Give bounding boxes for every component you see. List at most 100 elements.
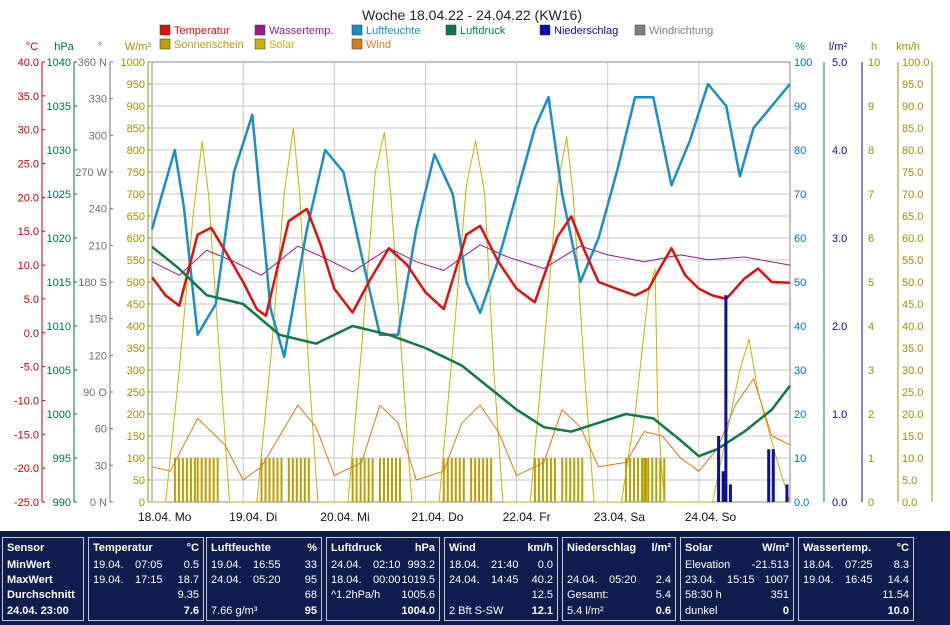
tick-label-rain: 1.0 [832,409,847,421]
axis-unit-sunhours: h [871,41,877,53]
axis-unit-rain: l/m² [829,41,848,53]
stat-date: 18.04. [331,574,362,586]
tick-label-wind: 25.0 [902,387,923,399]
tick-label-temp: 40.0 [18,57,39,69]
tick-label-sunhours: 0 [868,497,874,509]
stat-value: 11.54 [882,589,909,601]
tick-label-rain: 3.0 [832,233,847,245]
sunshine-bar [458,458,461,502]
stat-date: 19.04. [803,574,834,586]
tick-label-solar: 50 [133,475,145,487]
sunshine-bar [659,458,662,502]
sunshine-bar [533,458,536,502]
x-tick-label: 18.04. Mo [138,510,192,524]
stat-time: 21:40 [491,559,519,571]
water-temp-line [151,244,791,276]
tick-label-wind: 35.0 [902,343,923,355]
stat-panel: Solar W/m² Elevation -21.513 23.04. 15:15 1007… [680,537,794,621]
sunshine-bar [181,458,184,502]
stat-unit: °C [896,542,909,554]
axis-unit-temp: °C [26,41,38,53]
stat-value: 993.2 [407,559,435,571]
tick-label-rain: 4.0 [832,145,847,157]
tick-label-direction: 360 N [78,57,107,69]
stat-date: 24.04. [211,574,242,586]
x-tick-label: 23.04. Sa [594,510,646,524]
tick-label-direction: 60 [95,424,107,436]
tick-label-temp: 30.0 [18,125,39,137]
tick-label-pressure: 1025 [47,189,71,201]
legend-swatch [351,24,363,36]
sunshine-bar [386,458,389,502]
axis-unit-pressure: hPa [54,41,74,53]
sunshine-bar [264,458,267,502]
sunshine-bar [299,458,302,502]
x-tick-label: 24.04. So [685,510,737,524]
sunshine-bar [470,458,473,502]
rain-bar [771,449,775,502]
tick-label-sunhours: 1 [868,453,874,465]
tick-label-temp: 25.0 [18,159,39,171]
legend-label: Wassertemp. [269,25,333,37]
sunshine-bar [549,458,552,502]
stat-value: 8.3 [893,559,909,571]
sunshine-bar [565,458,568,502]
sunshine-bar [394,458,397,502]
tick-label-sunhours: 4 [868,321,874,333]
tick-label-solar: 300 [127,365,145,377]
sunshine-bar [651,458,654,502]
stat-panel: Wind km/h 18.04. 21:40 0.0 24.04. 14:45 40.2 12.… [444,537,558,621]
tick-label-sunhours: 9 [868,101,874,113]
stat-value: 1005.6 [401,589,435,601]
stat-date: 24.04. [331,559,362,571]
tick-label-solar: 400 [127,321,145,333]
x-tick-label: 22.04. Fr [503,510,551,524]
sunshine-bar [446,458,449,502]
tick-label-pressure: 1035 [47,101,71,113]
tick-label-direction: 0 N [90,497,107,509]
sunshine-bar [382,458,385,502]
stat-value: 0.0 [537,559,553,571]
tick-label-temp: -15.0 [14,429,39,441]
rain-bar [785,484,789,502]
stat-date: 19.04. [211,559,242,571]
stat-value: 7.6 [183,605,199,617]
stat-value: 10.0 [887,605,909,617]
stat-header: Solar [685,542,713,554]
tick-label-pressure: 1015 [47,277,71,289]
temperature-line [151,207,791,318]
sunshine-bar [185,458,188,502]
tick-label-wind: 45.0 [902,299,923,311]
sunshine-bar [553,458,556,502]
tick-label-wind: 60.0 [902,233,923,245]
tick-label-humidity: 90 [794,101,806,113]
stat-time: 16:55 [253,559,281,571]
stat-panel: Luftdruck hPa 24.04. 02:10 993.2 18.04. 00:00 1… [326,537,440,621]
stat-panel: Wassertemp. °C 18.04. 07:25 8.3 19.04. 16:45 14… [798,537,914,621]
sunshine-bar [193,458,196,502]
tick-label-humidity: 10 [794,453,806,465]
sunshine-bar [663,458,666,502]
legend-swatch [445,24,457,36]
sunshine-bar [641,458,644,502]
tick-label-wind: 95.0 [902,79,923,91]
legend-label: Luftdruck [460,25,506,37]
tick-label-direction: 330 [89,94,107,106]
stat-header: Temperatur [93,542,153,554]
tick-label-solar: 750 [127,167,145,179]
chart-series [150,82,791,503]
tick-label-sunhours: 3 [868,365,874,377]
sunshine-bar [307,458,310,502]
tick-label-temp: 20.0 [18,192,39,204]
tick-label-wind: 65.0 [902,211,923,223]
stat-date: 58:30 h [685,589,722,601]
tick-label-wind: 10.0 [902,453,923,465]
chart-axes: 40.035.030.025.020.015.010.05.00.0-5.0-1… [14,41,933,524]
tick-label-humidity: 100 [794,57,812,69]
tick-label-wind: 40.0 [902,321,923,333]
tick-label-humidity: 30 [794,365,806,377]
tick-label-direction: 270 W [75,167,107,179]
stat-time: 07:05 [135,559,163,571]
x-tick-label: 20.04. Mi [320,510,369,524]
stat-unit: W/m² [762,542,789,554]
